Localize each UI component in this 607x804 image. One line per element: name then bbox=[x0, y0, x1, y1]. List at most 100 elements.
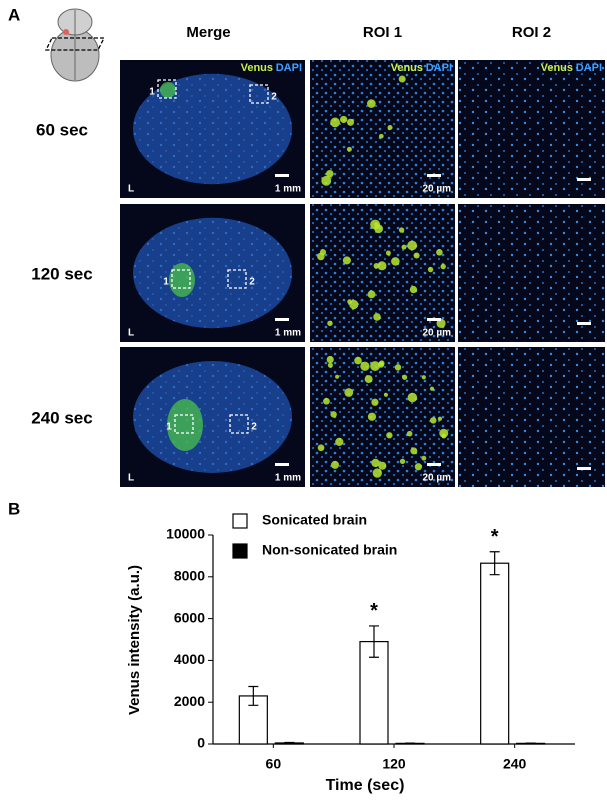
scale-bar bbox=[275, 318, 289, 321]
scale-label: 1 mm bbox=[275, 184, 301, 195]
venus-cell bbox=[346, 118, 355, 126]
y-tick-label: 2000 bbox=[174, 693, 205, 709]
venus-cell bbox=[339, 115, 348, 124]
venus-cell bbox=[394, 364, 402, 371]
venus-cell bbox=[367, 412, 377, 421]
venus-cell bbox=[370, 361, 380, 371]
roi-box bbox=[174, 414, 194, 434]
y-tick-label: 0 bbox=[197, 735, 205, 751]
row-label: 240 sec bbox=[31, 408, 92, 427]
scale-label: 1 mm bbox=[275, 328, 301, 339]
error-bar bbox=[248, 685, 259, 706]
scale-bar bbox=[577, 467, 591, 470]
channel-label: Venus bbox=[541, 62, 573, 74]
venus-cell bbox=[401, 244, 407, 250]
venus-cell bbox=[441, 433, 447, 439]
x-tick-label: 120 bbox=[382, 756, 406, 772]
venus-cell bbox=[429, 386, 435, 391]
scale-bar bbox=[577, 178, 591, 181]
expression bbox=[160, 82, 176, 98]
channel-label: DAPI bbox=[426, 62, 452, 74]
venus-cell bbox=[374, 224, 384, 234]
legend-swatch bbox=[232, 513, 248, 529]
venus-cell bbox=[410, 447, 418, 455]
nuclei bbox=[310, 60, 455, 198]
venus-cell bbox=[385, 250, 391, 256]
brain-section bbox=[132, 361, 293, 473]
significance: * bbox=[491, 526, 499, 548]
roi-label: 2 bbox=[251, 422, 257, 433]
y-tick-label: 8000 bbox=[174, 568, 205, 584]
venus-cell bbox=[371, 458, 380, 468]
venus-cell bbox=[427, 266, 434, 273]
venus-cell bbox=[436, 318, 446, 328]
venus-cell bbox=[317, 444, 325, 452]
roi-box bbox=[171, 269, 191, 289]
venus-cell bbox=[364, 375, 373, 384]
venus-cell bbox=[414, 463, 423, 471]
venus-cell bbox=[406, 430, 413, 437]
row-label: 60 sec bbox=[36, 120, 88, 139]
venus-cell bbox=[407, 392, 418, 403]
error-bar bbox=[369, 625, 379, 658]
venus-cell bbox=[344, 388, 354, 397]
venus-cell bbox=[387, 124, 393, 131]
venus-cell bbox=[327, 362, 333, 368]
x-axis-label: Time (sec) bbox=[326, 777, 405, 794]
venus-cell bbox=[335, 437, 344, 446]
x-tick-label: 60 bbox=[266, 756, 282, 772]
venus-cell bbox=[383, 392, 389, 397]
venus-cell bbox=[330, 117, 340, 128]
y-axis-label: Venus intensity (a.u.) bbox=[126, 565, 143, 715]
venus-cell bbox=[349, 299, 359, 310]
venus-cell bbox=[354, 356, 362, 365]
scale-label: 1 mm bbox=[275, 473, 301, 484]
row-label: 120 sec bbox=[31, 264, 92, 283]
venus-cell bbox=[317, 252, 325, 261]
roi-label: 2 bbox=[249, 277, 255, 288]
legend-label: Non-sonicated brain bbox=[262, 542, 397, 558]
venus-cell bbox=[335, 374, 340, 379]
venus-cell bbox=[413, 252, 420, 259]
error-bar bbox=[405, 742, 415, 745]
scale-bar bbox=[577, 322, 591, 325]
venus-cell bbox=[367, 99, 376, 108]
side-label: L bbox=[128, 328, 134, 339]
roi-box bbox=[229, 414, 249, 434]
channel-label: DAPI bbox=[576, 62, 602, 74]
roi-label: 1 bbox=[166, 422, 172, 433]
brain-section bbox=[132, 73, 293, 185]
venus-cell bbox=[421, 375, 426, 380]
venus-cell bbox=[409, 285, 418, 294]
venus-cell bbox=[378, 461, 387, 470]
column-header: ROI 2 bbox=[512, 24, 551, 41]
venus-cell bbox=[407, 240, 418, 251]
scale-label: 20 µm bbox=[422, 473, 451, 484]
venus-cell bbox=[330, 411, 337, 418]
venus-cell bbox=[421, 455, 427, 461]
column-header: ROI 1 bbox=[363, 24, 402, 41]
venus-cell bbox=[372, 468, 382, 478]
nuclei bbox=[458, 347, 605, 487]
scale-label: 20 µm bbox=[422, 328, 451, 339]
x-tick-label: 240 bbox=[503, 756, 527, 772]
venus-cell bbox=[378, 133, 384, 139]
venus-cell bbox=[323, 397, 330, 405]
legend-label: Sonicated brain bbox=[262, 512, 367, 528]
roi-box bbox=[157, 79, 177, 99]
error-bar bbox=[284, 741, 295, 744]
error-bar bbox=[489, 551, 500, 576]
panel-label: B bbox=[8, 499, 20, 518]
venus-cell bbox=[327, 320, 333, 327]
venus-cell bbox=[386, 432, 393, 439]
channel-label: Venus bbox=[241, 62, 273, 74]
y-tick-label: 6000 bbox=[174, 609, 205, 625]
channel-label: Venus bbox=[391, 62, 423, 74]
scale-bar bbox=[275, 463, 289, 466]
venus-cell bbox=[326, 169, 334, 178]
scale-label: 20 µm bbox=[422, 184, 451, 195]
venus-cell bbox=[331, 460, 340, 469]
y-tick-label: 4000 bbox=[174, 651, 205, 667]
venus-cell bbox=[342, 256, 351, 265]
